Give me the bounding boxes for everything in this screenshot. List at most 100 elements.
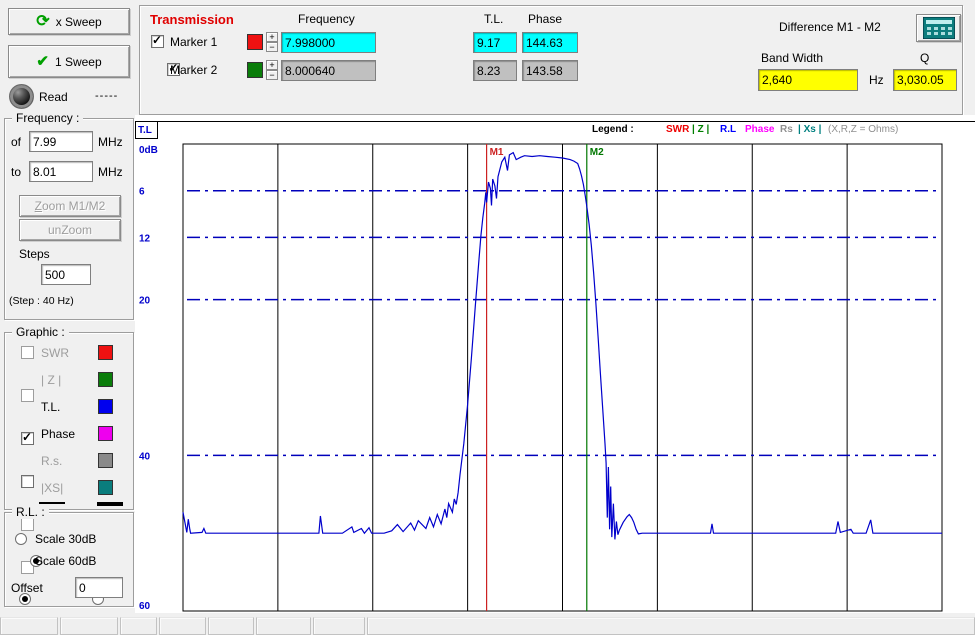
- freq-to-input[interactable]: [29, 161, 93, 182]
- series-tl: [182, 151, 942, 540]
- marker2-label: Marker 2: [170, 63, 218, 77]
- x-sweep-button[interactable]: ⟳ x Sweep: [8, 8, 130, 35]
- status-bar: [0, 617, 975, 635]
- graphic-phase-checkbox[interactable]: [21, 475, 34, 488]
- read-label: Read: [39, 90, 68, 104]
- transmission-title: Transmission: [150, 12, 234, 27]
- marker1-tl-field: 9.17: [473, 32, 517, 53]
- steps-input[interactable]: [41, 264, 91, 285]
- graphic-tl-color: [98, 399, 113, 414]
- graphic-rs-label: R.s.: [41, 454, 63, 468]
- legend-rl: R.L: [720, 124, 737, 135]
- status-pane-8: [367, 617, 975, 635]
- chart-axis-title: T.L: [135, 121, 158, 139]
- graphic-xs-color: [98, 480, 113, 495]
- status-pane-3: [120, 617, 157, 635]
- status-pane-7: [313, 617, 365, 635]
- bandwidth-unit-label: Hz: [869, 73, 884, 87]
- graphic-swr-checkbox[interactable]: [21, 346, 34, 359]
- scale-60db-radio[interactable]: [30, 555, 43, 567]
- x-sweep-label: x Sweep: [55, 14, 102, 29]
- marker-label-m2: M2: [590, 147, 604, 158]
- y-tick-label: 0dB: [139, 145, 158, 156]
- read-status-dashes: -----: [95, 90, 119, 102]
- marker1-spin-down-button[interactable]: −: [266, 42, 278, 52]
- legend-title: Legend :: [592, 124, 634, 135]
- graphic-xs-label: |XS|: [41, 481, 64, 495]
- status-pane-4: [159, 617, 206, 635]
- checkmark-icon: ✔: [36, 53, 49, 70]
- marker2-frequency-field[interactable]: 8.000640: [281, 60, 376, 81]
- marker2-spin-up-button[interactable]: +: [266, 60, 278, 70]
- marker2-tl-field: 8.23: [473, 60, 517, 81]
- steps-label: Steps: [19, 247, 50, 261]
- marker1-frequency-field[interactable]: 7.998000: [281, 32, 376, 53]
- difference-label: Difference M1 - M2: [779, 20, 881, 34]
- marker2-spin-down-button[interactable]: −: [266, 70, 278, 80]
- freq-of-input[interactable]: [29, 131, 93, 152]
- status-pane-1: [0, 617, 58, 635]
- marker2-checkbox[interactable]: [167, 61, 181, 76]
- calculator-icon: [922, 17, 955, 39]
- of-unit-label: MHz: [98, 135, 123, 149]
- frequency-header: Frequency: [298, 12, 355, 26]
- graphic-z-label: | Z |: [41, 373, 62, 387]
- status-pane-5: [208, 617, 254, 635]
- zoom-m1-m2-label: Zoom M1/M2: [34, 199, 106, 213]
- y-tick-label: 40: [139, 451, 151, 462]
- legend-swr: SWR: [666, 124, 690, 135]
- rl-panel: R.L. : Scale 30dB Scale 60dB Offset: [4, 505, 134, 607]
- tl-chart: T.L Legend : SWR | Z | R.L Phase Rs | Xs…: [135, 115, 975, 613]
- offset-label: Offset: [11, 581, 43, 595]
- marker1-label: Marker 1: [170, 35, 218, 49]
- marker2-color-swatch: [247, 62, 263, 78]
- legend-units-note: (X,R,Z = Ohms): [828, 124, 899, 135]
- offset-input[interactable]: [75, 577, 123, 598]
- legend-z: | Z |: [692, 124, 710, 135]
- graphic-panel-title: Graphic :: [12, 325, 69, 339]
- y-tick-label: 60: [139, 601, 151, 612]
- marker1-phase-field: 144.63: [522, 32, 578, 53]
- thick-line-sample: [97, 502, 123, 506]
- marker2-phase-field: 143.58: [522, 60, 578, 81]
- graphic-z-checkbox[interactable]: [21, 389, 34, 402]
- marker1-checkbox[interactable]: [151, 33, 164, 48]
- graphic-z-color: [98, 372, 113, 387]
- graphic-panel: Graphic : SWR | Z | T.L. Phase R.s.: [4, 325, 134, 605]
- tl-header: T.L.: [484, 12, 504, 26]
- frequency-panel: Frequency : of MHz to MHz Zoom M1/M2 unZ…: [4, 111, 134, 320]
- to-label: to: [11, 165, 22, 179]
- thin-line-sample: [39, 502, 65, 504]
- marker1-color-swatch: [247, 34, 263, 50]
- of-label: of: [11, 135, 22, 149]
- calculator-button[interactable]: [916, 14, 961, 42]
- y-tick-label: 6: [139, 187, 145, 198]
- unzoom-label: unZoom: [47, 223, 93, 237]
- zoom-m1-m2-button[interactable]: Zoom M1/M2: [19, 195, 121, 217]
- marker2-spinner: + −: [266, 60, 278, 80]
- graphic-phase-color: [98, 426, 113, 441]
- frequency-panel-title: Frequency :: [12, 111, 84, 125]
- graphic-swr-color: [98, 345, 113, 360]
- sweep-loop-icon: ⟳: [36, 12, 50, 30]
- graphic-tl-checkbox[interactable]: [21, 430, 34, 445]
- q-label: Q: [920, 51, 930, 65]
- line-thin-radio[interactable]: [19, 593, 31, 605]
- y-tick-label: 12: [139, 233, 151, 244]
- unzoom-button[interactable]: unZoom: [19, 219, 121, 241]
- tl-plot[interactable]: 0dB 6 12 20 40 60 M1 M2: [135, 115, 975, 613]
- phase-header: Phase: [528, 12, 563, 26]
- graphic-swr-label: SWR: [41, 346, 69, 360]
- one-sweep-button[interactable]: ✔ 1 Sweep: [8, 45, 130, 78]
- legend-phase: Phase: [745, 124, 775, 135]
- to-unit-label: MHz: [98, 165, 123, 179]
- plot-border: [182, 143, 943, 612]
- read-knob-icon[interactable]: [9, 84, 34, 109]
- status-pane-6: [256, 617, 311, 635]
- scale-30db-radio[interactable]: [15, 533, 27, 545]
- graphic-tl-label: T.L.: [41, 400, 61, 414]
- marker1-spin-up-button[interactable]: +: [266, 32, 278, 42]
- chart-top-divider: [135, 121, 975, 122]
- bandwidth-label: Band Width: [761, 51, 824, 65]
